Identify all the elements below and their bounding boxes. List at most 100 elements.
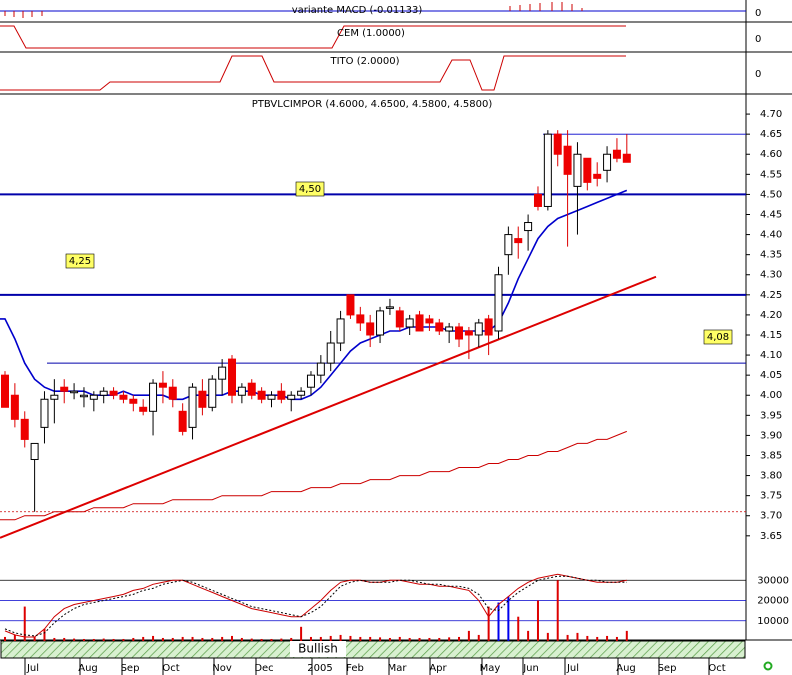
candle-body [435, 322, 444, 332]
candle-body [139, 406, 148, 412]
candle-body [524, 222, 533, 232]
y-tick-label: 4.65 [760, 129, 782, 140]
y-tick-label: 4.15 [760, 330, 782, 341]
indicator-signals [0, 2, 626, 91]
candle-body [306, 374, 315, 388]
y-tick-label: 3.65 [760, 531, 782, 542]
candle-body [425, 318, 434, 324]
candle-body [484, 318, 493, 336]
candle-body [514, 238, 523, 244]
candle-body [346, 294, 355, 316]
candle-body [1, 374, 9, 408]
candle-body [504, 234, 513, 256]
candle-body [228, 358, 237, 396]
candle-body [129, 398, 138, 404]
candle-body [70, 390, 79, 394]
level-label-box [295, 181, 325, 197]
y-tick-label: 4.60 [760, 149, 782, 160]
indicator-label: variante MACD (-0.01133) [292, 5, 423, 16]
candle-body [356, 314, 365, 324]
candle-body [474, 322, 483, 336]
level-label-box [703, 329, 733, 345]
indicator-tick: 0 [755, 34, 761, 45]
y-tick-label: 3.85 [760, 450, 782, 461]
candle-body [336, 318, 345, 344]
v-tick-label: 10000 [757, 616, 789, 627]
y-tick-label: 4.35 [760, 250, 782, 261]
candle-body [366, 322, 375, 336]
candle-body [89, 394, 98, 400]
candle-body [395, 310, 404, 328]
candle-body [376, 310, 385, 336]
candle-body [603, 153, 612, 171]
y-tick-label: 3.90 [760, 430, 782, 441]
trend-band [0, 640, 746, 659]
x-tick-label: Aug [78, 663, 98, 674]
y-tick-label: 4.00 [760, 390, 782, 401]
indicator-tick: 0 [755, 69, 761, 80]
x-tick-label: Feb [346, 663, 364, 674]
candle-body [593, 173, 602, 179]
candle-body [553, 133, 562, 155]
candle-body [445, 326, 454, 332]
candle-body [573, 153, 582, 187]
candle-body [277, 390, 286, 400]
candle-body [79, 394, 88, 398]
candle-body [287, 394, 296, 400]
candle-body [168, 386, 177, 400]
status-icon [763, 661, 773, 671]
oscillator-line [4, 575, 627, 637]
candle-body [415, 314, 424, 332]
x-tick-label: Jun [522, 663, 539, 674]
panel-borders [0, 0, 792, 641]
chart-title: PTBVLCIMPOR (4.6000, 4.6500, 4.5800, 4.5… [252, 99, 493, 110]
candle-body [247, 382, 256, 396]
candle-body [494, 274, 503, 332]
candle-body [464, 330, 473, 336]
x-tick-label: Mar [388, 663, 408, 674]
candle-body [533, 193, 542, 207]
x-tick-label: 2005 [307, 663, 332, 674]
candle-body [30, 442, 39, 461]
candle-body [218, 366, 227, 380]
x-tick-label: Apr [429, 663, 447, 674]
candle-body [543, 133, 552, 207]
candle-body [326, 342, 335, 364]
candle-body [563, 145, 572, 175]
ma-long-line [0, 430, 627, 521]
level-label: 4,50 [299, 184, 321, 195]
x-tick-label: Dec [254, 663, 273, 674]
band-label-box [290, 641, 346, 657]
y-tick-label: 4.45 [760, 209, 782, 220]
candle-body [99, 390, 108, 396]
y-tick-label: 3.70 [760, 511, 782, 522]
candle-body [405, 318, 414, 328]
candle-body [158, 382, 167, 388]
candle-body [622, 153, 631, 163]
x-tick-label: Aug [616, 663, 636, 674]
x-tick-label: Sep [658, 663, 677, 674]
trend-line [0, 275, 657, 539]
candle-body [257, 390, 266, 400]
candle-body [316, 362, 325, 376]
candle-body [385, 306, 394, 309]
indicator-label: CEM (1.0000) [337, 28, 405, 39]
candle-body [10, 394, 19, 420]
candle-body [178, 410, 187, 432]
y-tick-label: 3.80 [760, 471, 782, 482]
x-tick-label: Sep [121, 663, 140, 674]
candle-body [297, 390, 306, 396]
x-tick-label: Jul [26, 663, 39, 674]
candle-body [198, 390, 207, 408]
level-label: 4,08 [707, 332, 729, 343]
level-label-box [65, 253, 95, 269]
candle-body [237, 386, 246, 396]
candle-body [50, 394, 59, 400]
y-tick-label: 4.30 [760, 270, 782, 281]
candle-body [188, 386, 197, 428]
y-tick-label: 4.50 [760, 189, 782, 200]
candle-body [119, 394, 128, 400]
candle-body [40, 398, 49, 428]
